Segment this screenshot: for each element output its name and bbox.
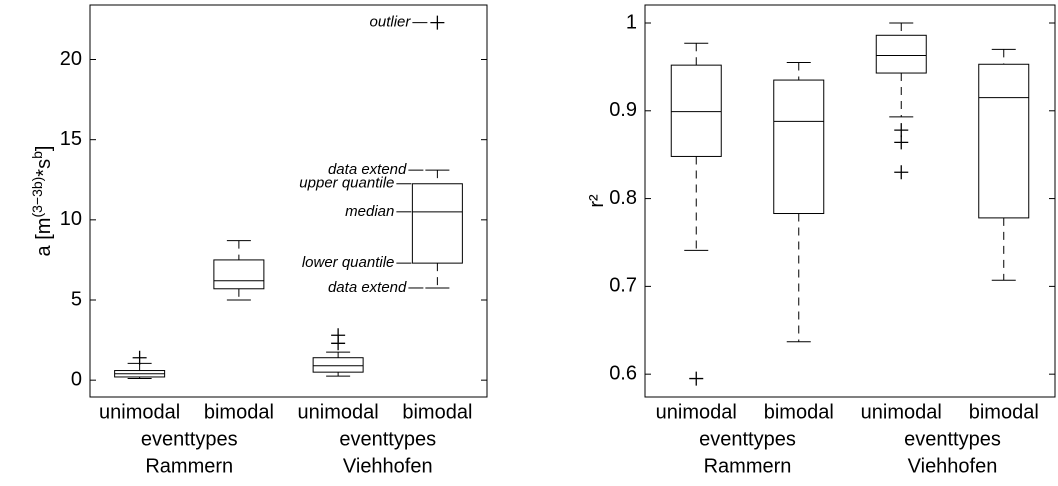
group-name: Rammern	[704, 455, 792, 477]
y-tick-label: 0.9	[609, 99, 637, 121]
box	[875, 34, 927, 74]
box	[773, 79, 825, 215]
x-tick-label: bimodal	[204, 401, 274, 423]
y-axis-label-part: ]	[33, 146, 55, 152]
annotation: outlier	[370, 14, 412, 31]
y-tick-label: 0	[71, 368, 82, 390]
group-label: eventtypes	[904, 428, 1001, 450]
group-name: Viehhofen	[908, 455, 998, 477]
axes-frame	[89, 4, 488, 398]
x-tick-label: unimodal	[298, 401, 379, 423]
y-axis-label-part: *s	[33, 159, 55, 177]
axes-frame	[644, 4, 1056, 398]
panel: 0 5 10 15 20 a [m(3−3b)*sb] unimodal bimodal uni…	[29, 4, 488, 477]
outlier	[689, 371, 704, 386]
annotation: upper quantile	[299, 175, 394, 192]
group-label: eventtypes	[339, 428, 436, 450]
annotation: median	[345, 203, 394, 220]
x-tick-label: bimodal	[969, 401, 1039, 423]
y-axis-label-part: a [m	[33, 218, 55, 257]
outlier	[132, 350, 147, 365]
x-tick-label: bimodal	[764, 401, 834, 423]
group-name: Viehhofen	[343, 455, 433, 477]
outlier	[430, 15, 445, 30]
x-tick-label: bimodal	[402, 401, 472, 423]
group-label: eventtypes	[141, 428, 238, 450]
y-axis-label: a [m(3−3b)*sb]	[29, 146, 56, 257]
box	[978, 63, 1030, 219]
y-tick-label: 5	[71, 288, 82, 310]
panel: 0.6 0.7 0.8 0.9 1 r² unimodal bimodal unimodal bi…	[586, 4, 1056, 477]
group-name: Rammern	[145, 455, 233, 477]
x-tick-label: unimodal	[99, 401, 180, 423]
outlier	[894, 123, 909, 138]
annotation: lower quantile	[302, 254, 395, 271]
box	[213, 259, 265, 290]
y-tick-label: 0.7	[609, 275, 637, 297]
box	[411, 183, 463, 264]
y-tick-label: 20	[60, 48, 82, 70]
outlier	[331, 328, 346, 343]
group-label: eventtypes	[699, 428, 796, 450]
y-axis-label-part: r²	[586, 194, 608, 208]
annotation: data extend	[328, 161, 407, 178]
x-tick-label: unimodal	[861, 401, 942, 423]
y-tick-label: 0.6	[609, 362, 637, 384]
x-tick-label: unimodal	[656, 401, 737, 423]
outlier	[894, 135, 909, 150]
y-axis-label: r²	[586, 194, 608, 208]
outlier	[894, 165, 909, 180]
y-tick-label: 0.8	[609, 187, 637, 209]
y-tick-label: 10	[60, 208, 82, 230]
box	[312, 357, 364, 373]
box	[670, 64, 722, 157]
y-axis-label-part: b	[29, 151, 45, 159]
y-tick-label: 15	[60, 128, 82, 150]
annotation: data extend	[328, 279, 407, 296]
y-axis-label-part: (3−3b)	[29, 177, 45, 218]
y-tick-label: 1	[626, 11, 637, 33]
